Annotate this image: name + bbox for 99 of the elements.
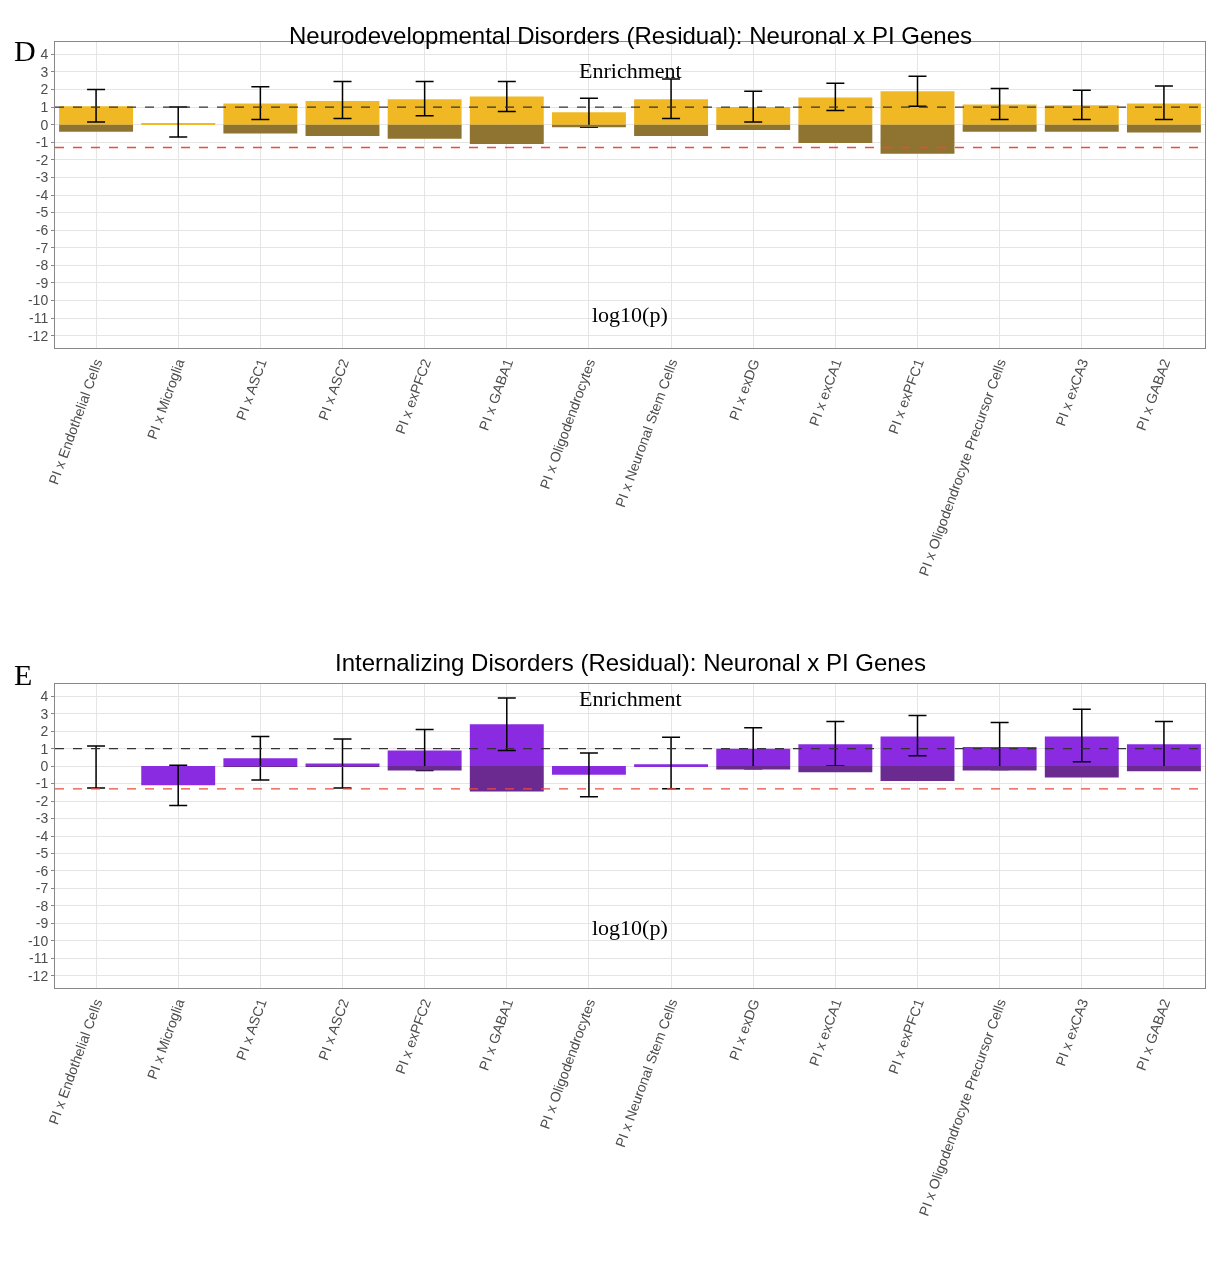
x-tick-label: PI x exPFC2 [392, 356, 435, 437]
y-tick-label: -4 [35, 827, 49, 844]
bar [1044, 736, 1119, 767]
y-tick-label: 1 [40, 740, 49, 757]
y-tick-label: -7 [35, 880, 49, 897]
bar [634, 99, 709, 125]
y-tick-label: -11 [29, 310, 49, 326]
bar [962, 104, 1037, 125]
y-tick-label: -7 [35, 239, 49, 256]
bar [716, 748, 791, 767]
y-tick-label: -9 [35, 274, 49, 291]
bar [469, 124, 544, 144]
y-tick-label: -1 [35, 775, 49, 792]
bar [469, 724, 544, 767]
y-tick-label: -1 [35, 134, 49, 151]
bar [716, 124, 791, 130]
bar [1044, 124, 1119, 132]
y-tick-label: -6 [35, 222, 49, 239]
bar [880, 736, 955, 767]
chart-title: Internalizing Disorders (Residual): Neuronal x PI Genes [335, 649, 926, 676]
y-tick-label: 2 [40, 723, 49, 740]
bar [962, 746, 1037, 767]
y-tick-label: 0 [40, 758, 49, 775]
y-tick-label: -2 [35, 792, 49, 809]
x-tick-label: PI x exCA3 [1052, 356, 1092, 429]
bar [798, 766, 873, 773]
bar [223, 103, 298, 125]
bar [551, 112, 626, 125]
y-tick-label: -9 [35, 915, 49, 932]
y-tick-label: 4 [40, 688, 49, 705]
bar [551, 766, 626, 775]
bar [141, 122, 216, 125]
y-tick-label: 3 [40, 705, 49, 722]
bar [962, 766, 1037, 771]
bar [634, 124, 709, 137]
y-tick-label: -8 [35, 257, 49, 274]
bar [387, 766, 462, 771]
bar [387, 124, 462, 139]
y-tick-label: -10 [27, 292, 49, 309]
x-tick-label: PI x ASC1 [232, 356, 270, 423]
bar [1044, 105, 1119, 125]
y-tick-label: -8 [35, 897, 49, 914]
bar [305, 100, 380, 125]
y-tick-label: -5 [35, 204, 49, 221]
x-tick-label: PI x exCA1 [805, 996, 845, 1069]
bar [387, 99, 462, 125]
bar [798, 124, 873, 144]
y-tick-label: 1 [40, 98, 49, 115]
y-tick-label: 3 [40, 63, 49, 80]
bar [716, 107, 791, 125]
x-tick-label: PI x exDG [725, 996, 763, 1063]
bar [716, 766, 791, 770]
y-tick-label: -3 [35, 169, 49, 186]
bar [469, 766, 544, 792]
bar [798, 97, 873, 125]
y-tick-label: -12 [27, 967, 49, 984]
x-tick-label: PI x exCA1 [805, 356, 845, 429]
bar [1126, 103, 1201, 125]
y-tick-label: -4 [35, 186, 49, 203]
chart-title: Neurodevelopmental Disorders (Residual): Neuronal x PI Genes [289, 22, 972, 49]
bar [1126, 744, 1201, 767]
y-tick-label: -2 [35, 151, 49, 168]
text: D [14, 34, 36, 67]
bar [141, 766, 216, 786]
annotation: log10(p) [592, 915, 668, 940]
y-tick-label: -5 [35, 845, 49, 862]
bar [880, 766, 955, 781]
bar [798, 744, 873, 767]
x-tick-label: PI x ASC2 [315, 996, 352, 1063]
y-tick-label: -11 [29, 950, 49, 967]
bar [305, 124, 380, 137]
bar [387, 750, 462, 767]
bar [59, 124, 134, 132]
y-tick-label: -12 [27, 327, 49, 344]
bar [223, 124, 298, 134]
x-tick-label: PI x ASC1 [232, 996, 270, 1063]
bar [880, 124, 955, 154]
bar [962, 124, 1037, 132]
bar [223, 758, 298, 767]
y-tick-label: 4 [40, 46, 49, 63]
bar [469, 96, 544, 125]
text: E [14, 658, 33, 691]
bar [1126, 766, 1201, 772]
y-tick-label: -3 [35, 810, 49, 827]
x-tick-label: PI x exDG [725, 356, 763, 423]
x-tick-label: PI x ASC2 [315, 356, 352, 423]
x-tick-label: PI x exCA3 [1052, 996, 1092, 1069]
bar [1044, 766, 1119, 778]
annotation: Enrichment [579, 686, 682, 711]
y-tick-label: -10 [27, 932, 49, 949]
bar [1126, 124, 1201, 133]
bar [880, 91, 955, 125]
bar [634, 764, 709, 767]
y-tick-label: -6 [35, 862, 49, 879]
y-tick-label: 2 [40, 81, 49, 98]
y-tick-label: 0 [40, 116, 49, 133]
annotation: Enrichment [579, 58, 682, 83]
annotation: log10(p) [592, 302, 668, 327]
x-tick-label: PI x exPFC2 [392, 996, 435, 1077]
